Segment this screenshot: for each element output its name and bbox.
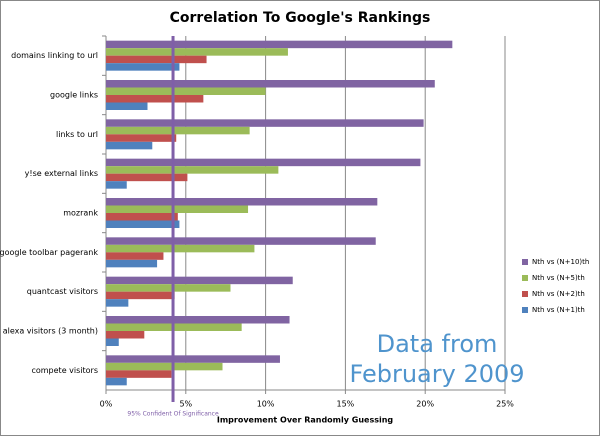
y-tick-label: alexa visitors (3 month) (3, 327, 98, 336)
bar (106, 370, 172, 378)
bar (106, 141, 153, 150)
bar (106, 377, 127, 386)
annotation: February 2009 (349, 360, 524, 388)
legend-swatch (522, 275, 528, 281)
y-tick-label: domains linking to url (11, 51, 98, 60)
y-tick-label: compete visitors (31, 366, 98, 375)
bar (106, 166, 279, 174)
bar (106, 284, 231, 292)
bar (106, 119, 424, 127)
x-tick-label: 0% (100, 400, 113, 409)
legend-swatch (522, 259, 528, 265)
y-tick-label: mozrank (63, 209, 98, 218)
bar (106, 158, 421, 167)
bar (106, 126, 250, 135)
bar (106, 244, 255, 253)
bar (106, 338, 119, 346)
bar (106, 134, 177, 142)
y-tick-label: google links (50, 91, 98, 100)
annotation: Data from (377, 330, 498, 358)
bar (106, 299, 129, 307)
bar (106, 220, 180, 228)
bar (106, 276, 293, 285)
legend-swatch (522, 291, 528, 297)
chart-title: Correlation To Google's Rankings (170, 10, 431, 26)
bar (106, 63, 180, 71)
bar (106, 316, 290, 324)
x-tick-label: 10% (257, 400, 275, 409)
bar (106, 355, 280, 363)
x-axis-label: Improvement Over Randomly Guessing (217, 416, 394, 425)
bar (106, 213, 178, 221)
bar (106, 55, 207, 64)
bar (106, 362, 223, 371)
legend-label: Nth vs (N+1)th (532, 306, 585, 314)
bar (106, 80, 435, 88)
legend-label: Nth vs (N+10)th (532, 258, 589, 266)
bar (106, 198, 378, 206)
bar (106, 252, 164, 260)
bar (106, 291, 175, 300)
bar (106, 40, 453, 49)
x-tick-label: 15% (337, 400, 355, 409)
y-tick-label: quantcast visitors (27, 287, 98, 296)
y-tick-label: links to url (56, 130, 98, 139)
bar (106, 48, 288, 56)
bar (106, 237, 376, 245)
y-tick-label: y!se external links (25, 169, 98, 178)
bar (106, 87, 266, 95)
reference-label: 95% Confident Of Significance (127, 411, 219, 418)
bar (106, 259, 158, 268)
legend-label: Nth vs (N+2)th (532, 290, 585, 298)
y-tick-label: google toolbar pagerank (0, 248, 98, 257)
bar (106, 102, 148, 110)
x-tick-label: 25% (496, 400, 514, 409)
legend-label: Nth vs (N+5)th (532, 274, 585, 282)
bar (106, 173, 188, 182)
x-tick-label: 20% (416, 400, 434, 409)
bar (106, 205, 249, 213)
bar (106, 331, 145, 339)
bar (106, 181, 127, 189)
x-tick-label: 5% (179, 400, 192, 409)
legend-swatch (522, 307, 528, 313)
bar (106, 95, 204, 103)
